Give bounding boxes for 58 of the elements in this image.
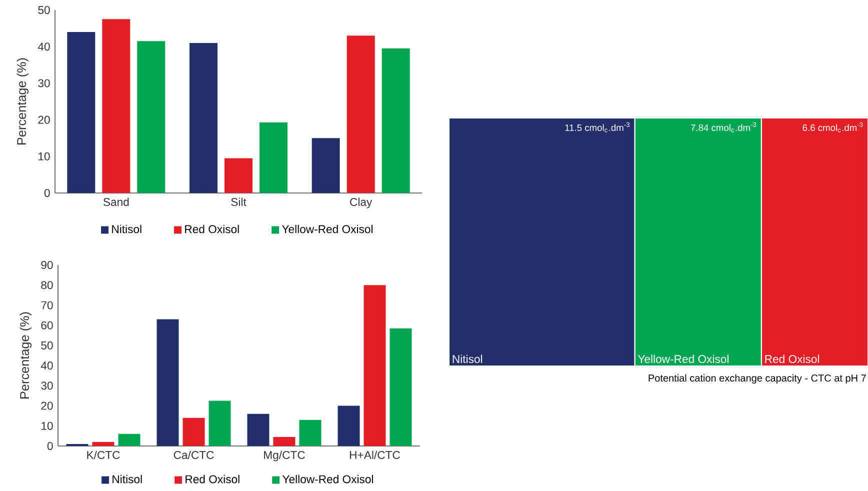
bar [182, 418, 205, 446]
bar [102, 19, 130, 193]
bar [364, 285, 386, 446]
bar [346, 36, 375, 193]
y-tick-label: 90 [41, 260, 53, 269]
legend-label: Red Oxisol [186, 474, 240, 484]
y-tick-label: 50 [41, 341, 53, 350]
bar [156, 319, 179, 446]
y-tick-label: 0 [47, 442, 53, 450]
y-axis-title: Percentage (%) [16, 58, 29, 144]
legend-label: Yellow-Red Oxisol [282, 224, 372, 234]
data-label: 6.6 cmol$_{c}$.dm$^{-3}$ [802, 122, 863, 132]
x-tick-label: Silt [231, 198, 246, 206]
x-tick-label: Sand [103, 198, 129, 206]
legend-label: Nitisol [112, 474, 142, 484]
data-label: 7.84 cmol$_{c}$.dm$^{-3}$ [690, 122, 756, 132]
bar [92, 442, 114, 446]
y-tick-label: 10 [42, 422, 53, 430]
bar [247, 414, 270, 446]
legend-label: Yellow-Red Oxisol [282, 474, 373, 484]
y-tick-label: 70 [41, 301, 53, 310]
data-label: 11.5 cmol$_{c}$.dm$^{-3}$ [565, 122, 630, 132]
y-tick-label: 40 [40, 362, 53, 370]
series-label: Yellow-Red Oxisol [638, 354, 728, 364]
bar [382, 48, 410, 193]
bar [312, 138, 340, 193]
x-tick-label: Ca/CTC [174, 450, 214, 460]
y-tick-label: 50 [38, 6, 50, 14]
bar [208, 400, 231, 446]
bar [273, 436, 296, 446]
y-tick-label: 40 [38, 42, 50, 51]
bar [390, 328, 412, 446]
y-tick-label: 30 [41, 382, 53, 390]
bar [190, 42, 218, 193]
series-label: Nitisol [452, 354, 482, 364]
bar [137, 41, 166, 193]
series-label: Red Oxisol [765, 354, 819, 364]
x-axis-title: Potential cation exchange capacity - CTC at pH 7 [648, 374, 866, 384]
bar [299, 420, 322, 446]
x-tick-label: Mg/CTC [264, 450, 305, 462]
bar [338, 406, 360, 446]
y-tick-label: 10 [38, 152, 50, 160]
y-tick-label: 30 [38, 79, 50, 88]
legend-label: Nitisol [112, 224, 142, 234]
y-axis-title: Percentage (%) [20, 312, 32, 398]
bar [260, 122, 288, 193]
x-tick-label: K/CTC [87, 450, 120, 460]
bar [224, 158, 253, 193]
y-tick-label: 60 [41, 321, 53, 330]
y-tick-label: 80 [41, 281, 53, 290]
bar [67, 32, 96, 193]
x-tick-label: Clay [350, 198, 372, 208]
y-tick-label: 20 [41, 402, 53, 410]
legend-label: Red Oxisol [185, 224, 239, 234]
bar [118, 434, 140, 446]
y-tick-label: 20 [38, 116, 50, 124]
x-tick-label: H+Al/CTC [350, 450, 400, 460]
y-tick-label: 0 [44, 188, 50, 197]
